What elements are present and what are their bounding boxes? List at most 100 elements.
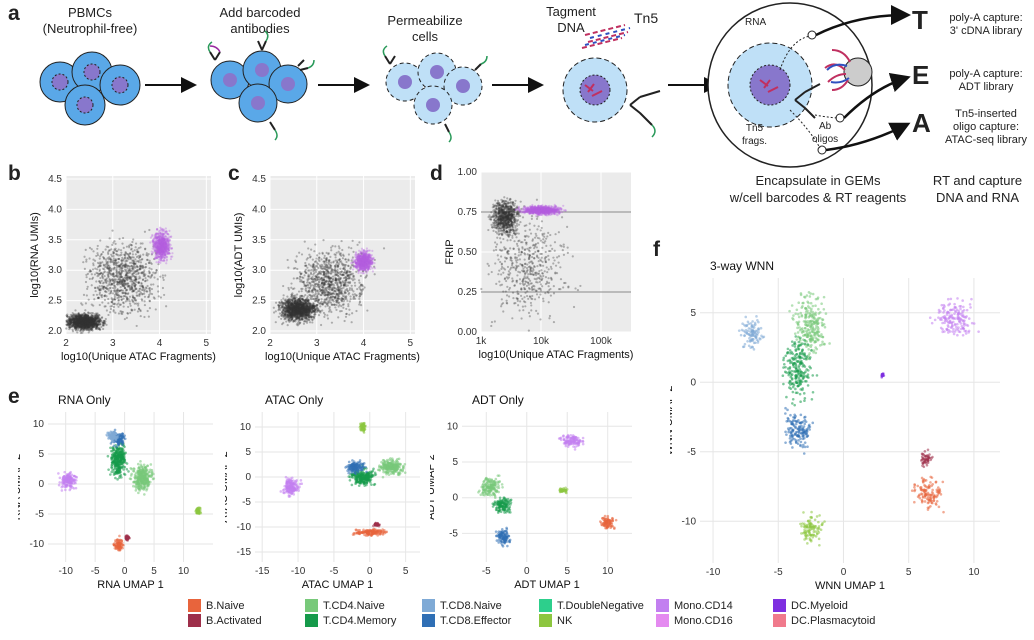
point-gray: [92, 319, 95, 322]
point-gray: [351, 272, 354, 275]
point-gray: [72, 319, 75, 322]
point-gray: [93, 318, 97, 321]
point-gray: [87, 320, 90, 323]
point-gray: [79, 321, 82, 325]
point-gray: [123, 281, 126, 284]
point-gray: [88, 319, 91, 322]
point-gray: [340, 309, 343, 313]
point-gray: [143, 273, 146, 276]
point-gray: [77, 324, 80, 327]
point-gray: [98, 320, 101, 324]
point-purple: [153, 249, 156, 252]
point-gray: [84, 280, 88, 284]
point-gray: [90, 322, 93, 325]
point-gray: [112, 250, 115, 253]
point-gray: [83, 315, 86, 318]
point-gray: [299, 300, 302, 303]
point-gray: [66, 322, 69, 326]
point-gray: [73, 321, 77, 324]
point-gray: [84, 302, 88, 305]
point-gray: [299, 321, 302, 324]
point-gray: [81, 326, 84, 329]
point-gray: [69, 319, 72, 322]
point-gray: [334, 269, 337, 272]
point-gray: [321, 309, 324, 312]
point-gray: [83, 323, 87, 326]
point-gray: [91, 322, 94, 326]
point-gray: [309, 296, 312, 299]
point-gray: [71, 316, 75, 319]
point-gray: [75, 316, 78, 320]
point-gray: [131, 298, 134, 302]
y-tick-label: 3.5: [48, 235, 62, 246]
point-gray: [136, 294, 139, 297]
point-gray: [307, 311, 310, 314]
point-gray: [85, 323, 88, 327]
point-gray: [124, 283, 127, 286]
point-gray: [130, 288, 133, 291]
point-gray: [91, 317, 95, 320]
point-gray: [80, 322, 83, 325]
point-gray: [77, 315, 80, 318]
point-gray: [85, 324, 88, 327]
point-gray: [76, 322, 79, 325]
point-gray: [75, 317, 78, 321]
point-gray: [337, 245, 340, 248]
point-gray: [290, 282, 293, 285]
point-gray: [125, 269, 128, 272]
point-gray: [94, 323, 97, 326]
point-gray: [77, 321, 81, 324]
point-gray: [106, 260, 110, 264]
point-purple: [157, 245, 160, 248]
point-gray: [132, 259, 135, 262]
point-gray: [157, 263, 160, 266]
point-gray: [106, 271, 109, 274]
point-gray: [357, 279, 361, 282]
point-gray: [147, 261, 151, 264]
point-gray: [305, 271, 308, 275]
point-gray: [75, 320, 79, 323]
point-gray: [95, 324, 98, 327]
point-gray: [89, 319, 92, 322]
point-gray: [339, 267, 342, 270]
point-gray: [72, 323, 75, 326]
point-gray: [76, 318, 79, 321]
point-gray: [83, 320, 86, 323]
point-gray: [84, 319, 87, 322]
workflow-diagram: [39, 2, 911, 168]
point-gray: [117, 294, 120, 297]
point-gray: [84, 313, 87, 316]
point-gray: [79, 321, 82, 325]
point-gray: [105, 323, 108, 326]
point-gray: [146, 275, 150, 278]
point-gray: [85, 313, 88, 317]
point-gray: [312, 302, 315, 306]
point-gray: [77, 326, 80, 330]
gem-rna-label: RNA: [745, 17, 767, 28]
point-gray: [86, 272, 90, 275]
point-gray: [80, 323, 83, 326]
point-gray: [78, 315, 81, 318]
point-gray: [82, 325, 86, 328]
point-gray: [79, 316, 82, 320]
point-gray: [74, 318, 77, 322]
point-gray: [83, 255, 86, 258]
point-gray: [120, 276, 123, 279]
point-gray: [304, 320, 307, 323]
point-gray: [84, 325, 87, 329]
point-gray: [150, 275, 153, 278]
point-gray: [84, 324, 87, 327]
point-gray: [75, 319, 78, 323]
point-gray: [80, 320, 83, 324]
point-gray: [95, 312, 98, 315]
point-gray: [79, 315, 82, 318]
point-gray: [73, 320, 77, 323]
point-gray: [283, 309, 286, 313]
point-gray: [118, 268, 121, 271]
point-gray: [70, 321, 73, 324]
point-gray: [84, 317, 87, 320]
point-gray: [79, 321, 83, 324]
point-gray: [87, 324, 90, 327]
point-gray: [106, 284, 109, 287]
point-gray: [65, 314, 68, 317]
